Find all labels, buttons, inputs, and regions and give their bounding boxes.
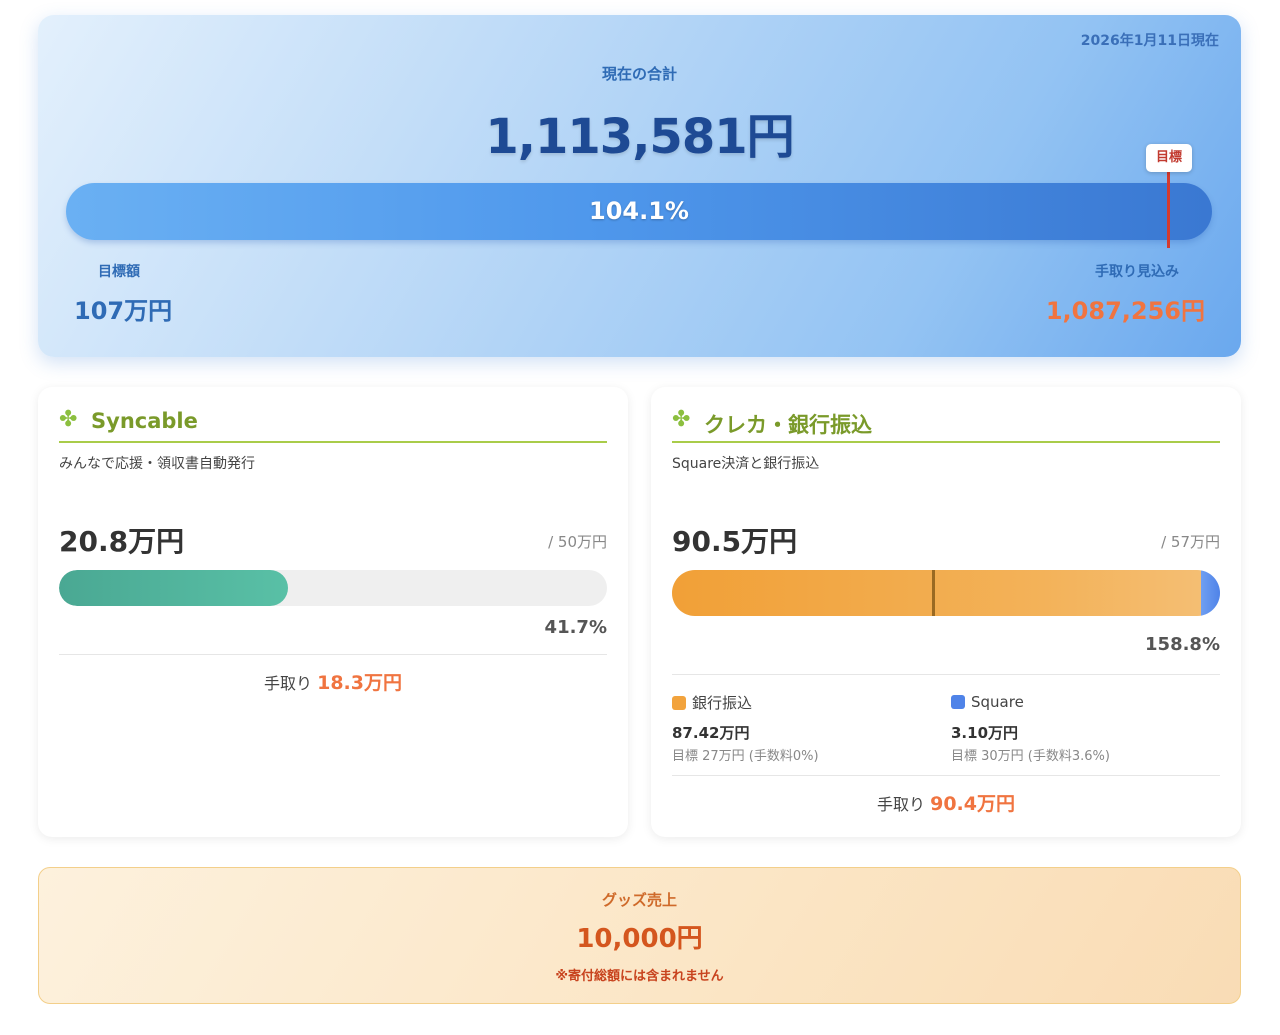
total-label: 現在の合計 bbox=[601, 65, 677, 83]
legend-value: 3.10万円 bbox=[951, 724, 1019, 742]
net-estimate-value: 1,087,256円 bbox=[1045, 297, 1205, 325]
card-bank-subtitle: Square決済と銀行振込 bbox=[672, 456, 820, 472]
goods-sales-panel: グッズ売上 10,000円 ※寄付総額には含まれません bbox=[38, 867, 1241, 1004]
square-segment bbox=[1201, 570, 1220, 616]
legend-swatch bbox=[672, 696, 686, 710]
goal-value: 107万円 bbox=[74, 297, 173, 325]
card-bank-percent: 158.8% bbox=[1145, 634, 1220, 655]
legend-bank-transfer: 銀行振込 87.42万円 目標 27万円 (手数料0%) bbox=[672, 692, 819, 764]
total-summary-panel: 2026年1月11日現在 現在の合計 1,113,581円 104.1% 目標 … bbox=[38, 15, 1241, 357]
as-of-date: 2026年1月11日現在 bbox=[1080, 33, 1219, 49]
syncable-net-label: 手取り bbox=[264, 674, 313, 693]
syncable-subtitle: みんなで応援・領収書自動発行 bbox=[59, 456, 255, 472]
card-bank-amount: 90.5万円 bbox=[672, 525, 798, 558]
total-progress-bar: 104.1% bbox=[66, 183, 1212, 240]
total-progress-percent: 104.1% bbox=[589, 197, 689, 225]
goods-label: グッズ売上 bbox=[601, 891, 677, 909]
card-bank-net-value: 90.4万円 bbox=[930, 793, 1015, 815]
syncable-progress-fill bbox=[59, 570, 288, 606]
card-bank-net-label: 手取り bbox=[877, 795, 926, 814]
net-estimate-label: 手取り見込み bbox=[1095, 264, 1179, 280]
goods-note: ※寄付総額には含まれません bbox=[555, 969, 724, 984]
legend-name: 銀行振込 bbox=[692, 694, 753, 712]
syncable-title: Syncable bbox=[91, 409, 198, 433]
clover-icon: ✤ bbox=[59, 407, 78, 432]
card-bank-card: ✤ クレカ・銀行振込 Square決済と銀行振込 90.5万円 / 57万円 1… bbox=[651, 387, 1241, 837]
goods-value: 10,000円 bbox=[576, 924, 703, 954]
goal-marker-tag: 目標 bbox=[1146, 144, 1192, 172]
syncable-net: 手取り 18.3万円 bbox=[38, 668, 628, 695]
legend-note: 目標 27万円 (手数料0%) bbox=[672, 749, 819, 764]
legend-square: Square 3.10万円 目標 30万円 (手数料3.6%) bbox=[951, 692, 1110, 764]
syncable-amount: 20.8万円 bbox=[59, 525, 185, 558]
card-bank-card-header: ✤ クレカ・銀行振込 bbox=[672, 405, 1220, 443]
card-bank-title: クレカ・銀行振込 bbox=[704, 413, 872, 437]
syncable-percent: 41.7% bbox=[544, 617, 607, 638]
card-bank-net: 手取り 90.4万円 bbox=[651, 789, 1241, 816]
syncable-net-value: 18.3万円 bbox=[317, 672, 402, 694]
card-bank-target: / 57万円 bbox=[1161, 533, 1220, 551]
syncable-progress-track bbox=[59, 570, 607, 606]
goal-marker-line bbox=[1167, 170, 1170, 248]
goal-label: 目標額 bbox=[98, 264, 140, 280]
legend-name: Square bbox=[971, 693, 1024, 711]
syncable-card-header: ✤ Syncable bbox=[59, 405, 607, 443]
legend-swatch bbox=[951, 695, 965, 709]
syncable-card: ✤ Syncable みんなで応援・領収書自動発行 20.8万円 / 50万円 … bbox=[38, 387, 628, 837]
total-value: 1,113,581円 bbox=[485, 109, 794, 165]
divider bbox=[672, 674, 1220, 675]
syncable-target: / 50万円 bbox=[548, 533, 607, 551]
goal-marker-line bbox=[931, 570, 935, 616]
divider bbox=[59, 654, 607, 655]
divider bbox=[672, 775, 1220, 776]
legend-note: 目標 30万円 (手数料3.6%) bbox=[951, 749, 1110, 764]
clover-icon: ✤ bbox=[672, 407, 691, 432]
card-bank-progress-track bbox=[672, 570, 1220, 616]
legend-value: 87.42万円 bbox=[672, 724, 750, 742]
bank-transfer-segment bbox=[672, 570, 1202, 616]
